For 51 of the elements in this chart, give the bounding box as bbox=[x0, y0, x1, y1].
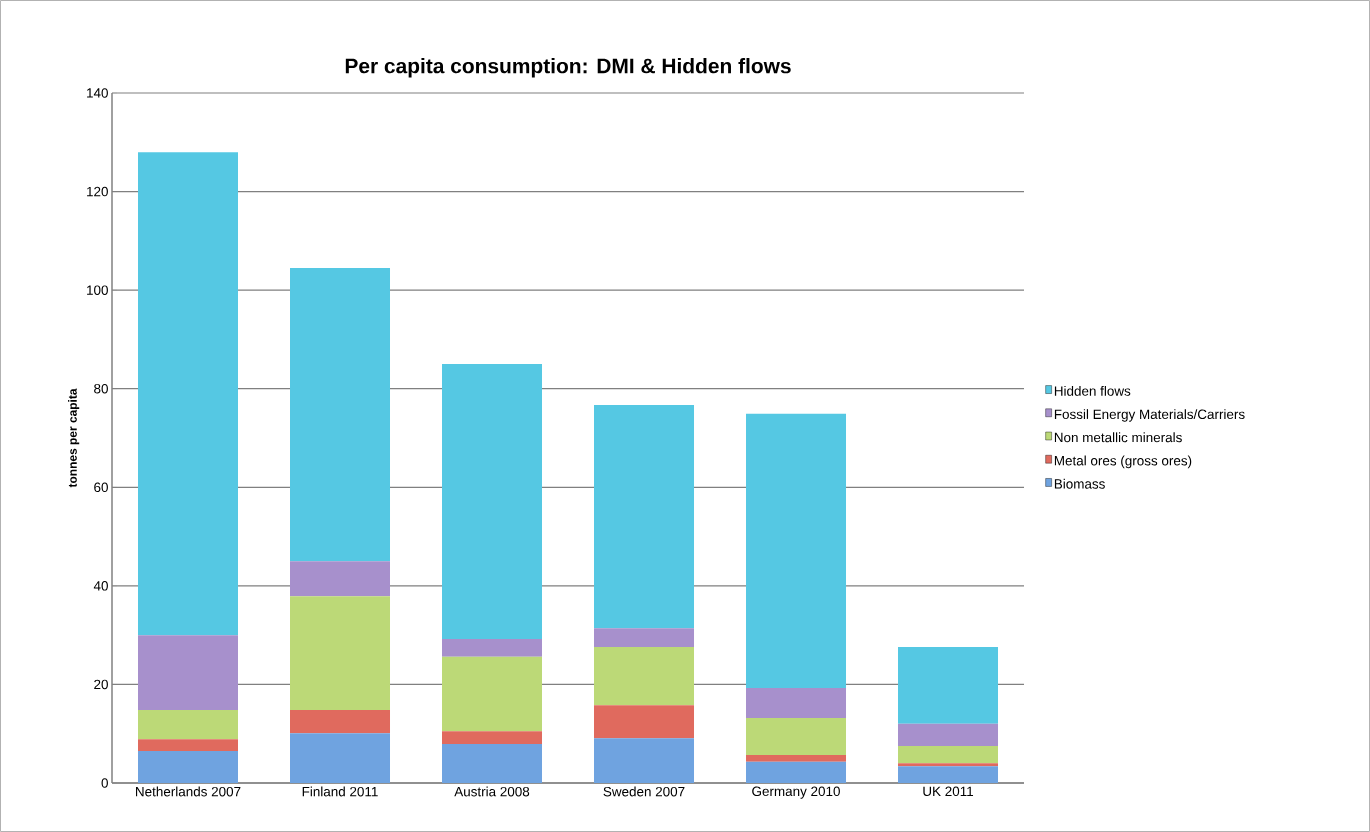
bar bbox=[898, 646, 999, 724]
bar bbox=[746, 761, 847, 783]
x-tick-label: Finland 2011 bbox=[302, 786, 378, 797]
bar bbox=[746, 754, 847, 762]
bar bbox=[594, 738, 695, 783]
bar bbox=[138, 710, 238, 740]
bar bbox=[594, 705, 695, 739]
y-tick-label: 120 bbox=[87, 186, 108, 197]
y-tick-label: 60 bbox=[94, 482, 108, 493]
bar bbox=[442, 731, 542, 745]
bar bbox=[898, 723, 999, 747]
x-tick-label: Sweden 2007 bbox=[603, 786, 685, 797]
x-tick-label: Austria 2008 bbox=[454, 786, 530, 797]
bar bbox=[290, 596, 390, 711]
bar bbox=[442, 364, 542, 640]
y-tick-label: 0 bbox=[101, 778, 108, 788]
bar bbox=[594, 646, 695, 706]
bar bbox=[138, 739, 238, 751]
y-tick-label: 40 bbox=[93, 581, 108, 591]
y-tick-label: 140 bbox=[87, 88, 108, 98]
bar bbox=[290, 267, 390, 562]
chart-title: Per capita consumption: DMI & Hidden flows bbox=[345, 58, 791, 78]
bar bbox=[746, 717, 847, 755]
legend-label: Biomass bbox=[1054, 478, 1105, 489]
legend-label: Hidden flows bbox=[1054, 385, 1131, 396]
legend-label: Fossil Energy Materials/Carriers bbox=[1054, 409, 1245, 422]
bar bbox=[594, 404, 695, 629]
bar bbox=[898, 746, 999, 764]
bar bbox=[442, 744, 542, 783]
legend-label: Non metallic minerals bbox=[1054, 432, 1182, 443]
bar bbox=[442, 639, 542, 657]
legend-label: Metal ores (gross ores) bbox=[1054, 455, 1192, 469]
bar bbox=[442, 656, 542, 732]
bar bbox=[138, 152, 238, 636]
bar bbox=[746, 413, 847, 688]
x-tick-label: UK 2011 bbox=[923, 786, 974, 797]
x-tick-label: Germany 2010 bbox=[752, 786, 840, 799]
bar bbox=[290, 561, 390, 597]
y-axis-title: tonnes per capita bbox=[68, 388, 80, 488]
bar bbox=[138, 750, 238, 783]
bar bbox=[594, 628, 695, 647]
y-tick-label: 20 bbox=[94, 679, 108, 690]
bar bbox=[290, 710, 390, 734]
bar bbox=[138, 635, 238, 711]
x-tick-label: Netherlands 2007 bbox=[136, 786, 241, 797]
bar bbox=[746, 687, 847, 718]
bar bbox=[898, 766, 999, 783]
bar bbox=[898, 763, 999, 767]
y-tick-label: 80 bbox=[94, 383, 108, 394]
bar bbox=[290, 733, 390, 783]
y-tick-label: 100 bbox=[87, 285, 108, 295]
